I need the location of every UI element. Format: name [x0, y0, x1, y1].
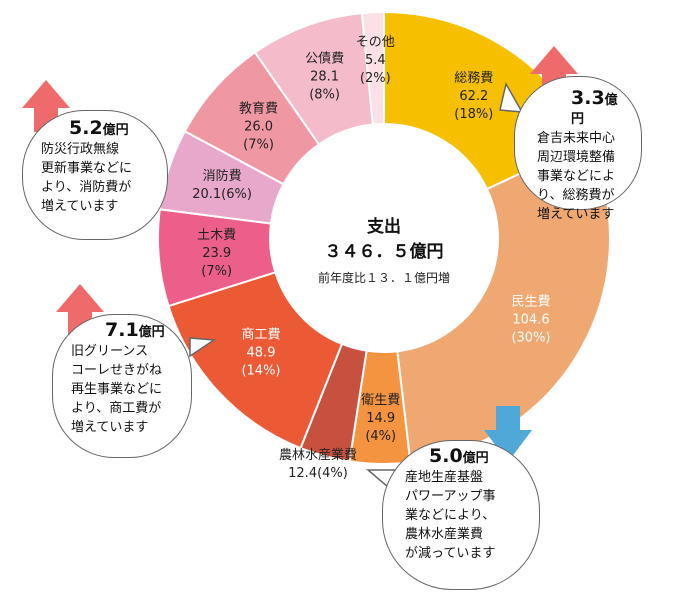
slice-label: 公債費 28.1 (8%) [305, 52, 344, 103]
slice-label: 総務費 62.2 (18%) [454, 71, 493, 122]
callout-tail-soumu [499, 81, 524, 113]
slice-label: その他 5.4 (2%) [356, 35, 395, 86]
callout-tail-shoukou [189, 337, 217, 358]
callout-nourin: 5.0億円 産地生産基盤 パワーアップ事 業などにより、 農林水産業費 が減って… [382, 440, 540, 590]
center-title: 支出 [367, 216, 401, 237]
callout-text: 防災行政無線 更新事業などに より、消防費が 増えています [41, 142, 133, 214]
pie-slice [360, 10, 385, 126]
callout-shoubou: 5.2億円 防災行政無線 更新事業などに より、消防費が 増えています [22, 110, 168, 240]
callout-amount: 5.0 [429, 445, 463, 467]
slice-label: 消防費 20.1(6%) [192, 168, 252, 202]
callout-unit: 億円 [138, 325, 165, 340]
callout-unit: 億円 [102, 123, 129, 138]
callout-shoukou: 7.1億円 旧グリーンス コーレせきがね 再生事業などに より、商工費が 増えて… [52, 314, 192, 458]
center-comparison: 前年度比１３．１億円増 [318, 270, 450, 285]
callout-soumu: 3.3億円 倉吉未来中心 周辺環境整備 事業などによ り、総務費が 増えています [514, 76, 642, 222]
slice-label: 民生費 104.6 (30%) [511, 294, 550, 345]
callout-amount: 3.3 [571, 87, 605, 109]
slice-label: 衛生費 14.9 (4%) [361, 393, 400, 444]
slice-label: 商工費 48.9 (14%) [241, 327, 280, 378]
slice-label: 土木費 23.9 (7%) [197, 228, 236, 279]
slice-label: 教育費 26.0 (7%) [239, 100, 278, 152]
callout-amount: 5.2 [69, 117, 103, 139]
callout-text: 倉吉未来中心 周辺環境整備 事業などによ り、総務費が 増えています [537, 131, 616, 222]
callout-unit: 億円 [571, 93, 618, 127]
center-summary: 支出 ３４６．５億円 前年度比１３．１億円増 [318, 216, 450, 285]
callout-text: 旧グリーンス コーレせきがね 再生事業などに より、商工費が 増えています [71, 344, 163, 435]
callout-amount: 7.1 [105, 319, 139, 341]
callout-text: 産地生産基盤 パワーアップ事 業などにより、 農林水産業費 が減っています [405, 470, 496, 561]
callout-unit: 億円 [462, 451, 489, 466]
slice-label: 農林水産業費 12.4(4%) [279, 447, 357, 481]
center-total: ３４６．５億円 [325, 241, 444, 262]
